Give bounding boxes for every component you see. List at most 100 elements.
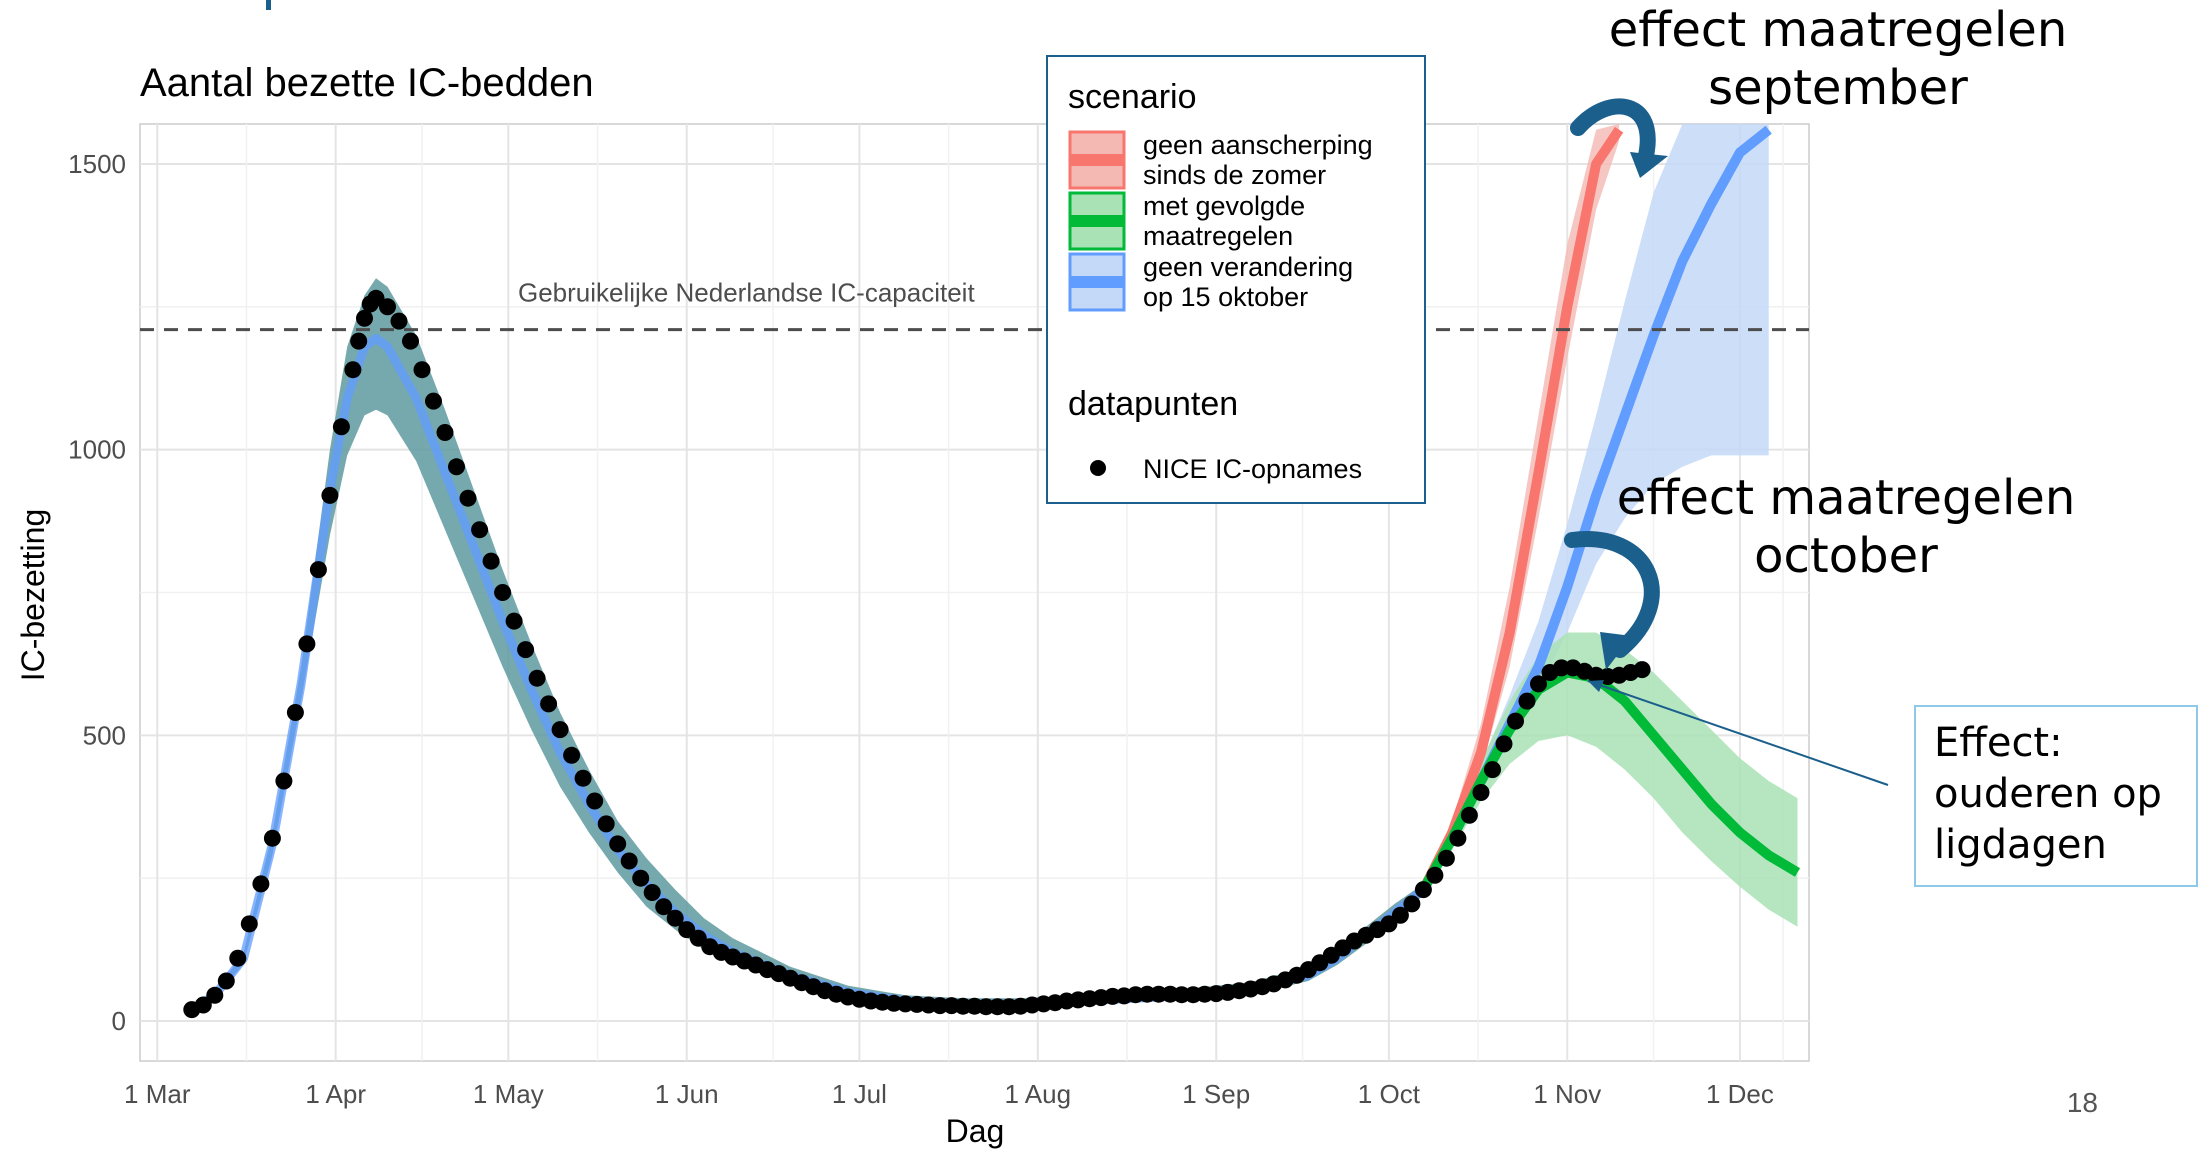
observed-point bbox=[350, 332, 368, 350]
observed-point bbox=[1507, 712, 1524, 730]
legend-scenario-title: scenario bbox=[1068, 78, 1197, 116]
observed-point bbox=[586, 792, 604, 810]
observed-point bbox=[1484, 761, 1501, 779]
x-tick-label: 1 Sep bbox=[1182, 1079, 1250, 1109]
observed-point bbox=[286, 704, 304, 721]
observed-point bbox=[517, 641, 535, 659]
observed-point bbox=[632, 869, 650, 887]
y-tick-label: 1000 bbox=[68, 435, 126, 465]
observed-point bbox=[1472, 784, 1490, 801]
observed-point bbox=[344, 361, 362, 379]
observed-point bbox=[666, 909, 684, 927]
observed-point bbox=[332, 418, 350, 436]
observed-point bbox=[528, 669, 546, 687]
legend-key-line-red bbox=[1071, 154, 1123, 166]
curved-arrow-icon bbox=[1564, 531, 1660, 658]
y-tick-label: 500 bbox=[83, 720, 126, 750]
legend-label-blue: geen verandering bbox=[1143, 252, 1353, 282]
y-axis-title: IC-bezetting bbox=[15, 509, 51, 682]
observed-point bbox=[505, 612, 523, 630]
legend-points-label: NICE IC-opnames bbox=[1143, 454, 1362, 484]
x-tick-label: 1 Jun bbox=[655, 1079, 719, 1109]
legend-point-key bbox=[1090, 460, 1106, 476]
observed-point bbox=[321, 486, 339, 504]
legend-points-title: datapunten bbox=[1068, 385, 1238, 423]
observed-point bbox=[1530, 675, 1547, 693]
observed-point bbox=[448, 458, 465, 476]
observed-point bbox=[1414, 881, 1432, 899]
annotation-october-line2: october bbox=[1754, 528, 1938, 584]
axis-ticks: 0 500 1000 1500 1 Mar 1 Apr 1 May 1 Jun 1 Jul 1 A… bbox=[68, 149, 1774, 1109]
capacity-label: Gebruikelijke Nederlandse IC-capaciteit bbox=[518, 278, 975, 308]
observed-point bbox=[678, 921, 696, 939]
x-tick-label: 1 Aug bbox=[1005, 1079, 1072, 1109]
observed-point bbox=[356, 309, 373, 327]
annotation-box-line3: ligdagen bbox=[1934, 822, 2107, 868]
observed-point bbox=[540, 695, 558, 713]
observed-point bbox=[1426, 866, 1444, 884]
observed-point bbox=[298, 635, 316, 653]
legend-label-green: maatregelen bbox=[1143, 221, 1293, 251]
legend-label-red: sinds de zomer bbox=[1143, 160, 1326, 190]
observed-point bbox=[194, 996, 212, 1014]
observed-point bbox=[1518, 692, 1536, 710]
observed-point bbox=[275, 772, 293, 790]
observed-point bbox=[413, 361, 431, 379]
observed-point bbox=[620, 852, 638, 870]
observed-point bbox=[425, 392, 442, 410]
observed-points bbox=[183, 289, 1651, 1019]
legend-label-blue: op 15 oktober bbox=[1143, 282, 1308, 312]
observed-point bbox=[482, 552, 500, 570]
observed-point bbox=[459, 489, 477, 507]
observed-point bbox=[643, 884, 661, 901]
observed-point bbox=[609, 835, 627, 853]
observed-point bbox=[597, 815, 615, 833]
annotation-box-line1: Effect: bbox=[1934, 720, 2063, 766]
observed-point bbox=[379, 298, 396, 316]
observed-point bbox=[217, 972, 235, 990]
legend-key-line-green bbox=[1071, 215, 1123, 227]
observed-point bbox=[1449, 829, 1467, 847]
annotation-box-line2: ouderen op bbox=[1934, 771, 2162, 817]
observed-point bbox=[1391, 906, 1409, 924]
observed-point bbox=[309, 561, 327, 579]
annotation-october: effect maatregelen october bbox=[1564, 470, 2076, 670]
observed-point bbox=[252, 875, 270, 893]
observed-point bbox=[263, 829, 281, 847]
capacity-line: Gebruikelijke Nederlandse IC-capaciteit bbox=[140, 278, 1809, 332]
curved-arrow-icon bbox=[1570, 98, 1656, 168]
legend: scenario geen aanscherping sinds de zome… bbox=[1046, 55, 1426, 504]
observed-point bbox=[563, 746, 581, 764]
y-tick-label: 0 bbox=[112, 1006, 126, 1036]
observed-point bbox=[402, 332, 419, 350]
arrow-head-icon bbox=[1588, 680, 1604, 692]
arrow-head-icon bbox=[1600, 632, 1632, 670]
observed-point bbox=[574, 769, 592, 787]
observed-point bbox=[1460, 806, 1478, 824]
annotation-september-line2: september bbox=[1708, 60, 1968, 116]
x-tick-label: 1 Apr bbox=[305, 1079, 366, 1109]
x-tick-label: 1 May bbox=[473, 1079, 544, 1109]
page-number: 18 bbox=[2067, 1087, 2098, 1118]
observed-point bbox=[551, 721, 569, 739]
legend-label-red: geen aanscherping bbox=[1143, 130, 1373, 160]
arrow-head-icon bbox=[1630, 152, 1668, 178]
annotation-october-line1: effect maatregelen bbox=[1617, 470, 2076, 526]
annotation-box-frame bbox=[1914, 705, 2198, 887]
slide-top-accent bbox=[266, 0, 271, 10]
observed-point bbox=[655, 898, 673, 916]
observed-point bbox=[240, 915, 258, 933]
annotation-september-line1: effect maatregelen bbox=[1609, 2, 2068, 58]
observed-point bbox=[494, 584, 512, 601]
observed-point bbox=[1403, 895, 1421, 913]
observed-point bbox=[390, 312, 408, 330]
chart-title: Aantal bezette IC-bedden bbox=[140, 61, 594, 105]
x-tick-label: 1 Nov bbox=[1533, 1079, 1601, 1109]
x-tick-label: 1 Dec bbox=[1706, 1079, 1774, 1109]
observed-point bbox=[206, 986, 224, 1004]
observed-point bbox=[229, 949, 247, 967]
x-tick-label: 1 Mar bbox=[124, 1079, 191, 1109]
observed-point bbox=[1633, 661, 1651, 679]
